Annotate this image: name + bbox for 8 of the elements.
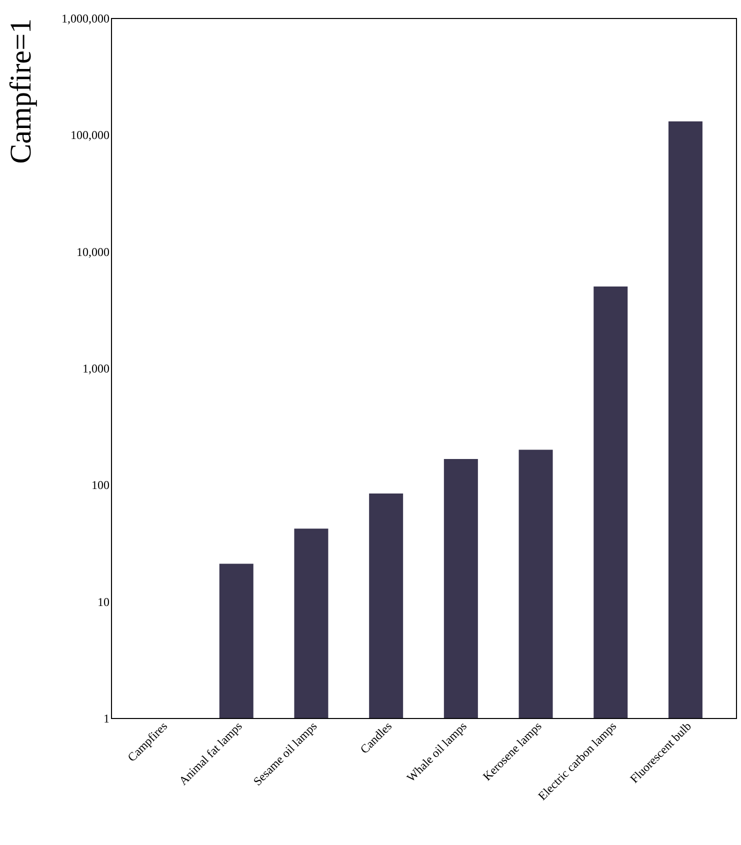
y-tick-label: 1,000: [82, 362, 110, 376]
y-tick-label: 1,000,000: [62, 12, 110, 26]
y-tick-label: 10: [98, 594, 110, 609]
y-tick-label: 100: [92, 478, 110, 492]
y-tick-label: 100,000: [70, 128, 110, 142]
y-tick-label: 10,000: [76, 244, 110, 259]
y-tick-label: 1: [104, 712, 110, 726]
y-axis-title: Campfire=1: [4, 18, 38, 164]
